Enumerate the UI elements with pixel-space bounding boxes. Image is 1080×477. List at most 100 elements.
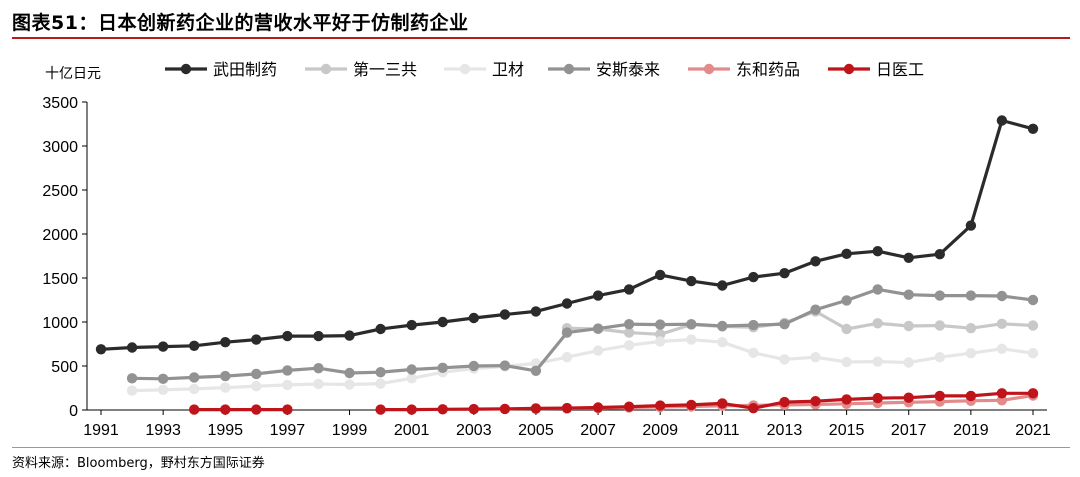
legend-item: 日医工 (828, 60, 924, 79)
data-point (872, 356, 883, 367)
data-point (189, 383, 200, 395)
series-lines (95, 115, 1039, 415)
data-point (592, 402, 604, 413)
y-tick-label: 1500 (42, 271, 78, 288)
data-point (996, 318, 1008, 329)
legend-label: 武田制药 (213, 60, 277, 79)
data-point (965, 348, 977, 359)
data-point (282, 404, 293, 415)
data-point (375, 404, 386, 415)
legend-item: 第一三共 (305, 60, 417, 79)
data-point (748, 319, 759, 331)
data-point (717, 337, 728, 348)
data-point (437, 404, 448, 415)
series-line (132, 338, 1034, 393)
data-point (251, 334, 262, 345)
data-point (717, 398, 728, 409)
legend: 武田制药 第一三共 卫材 安斯泰来 东和药品 日医工 (165, 60, 924, 79)
data-point (934, 290, 945, 301)
legend-swatch-marker (320, 63, 332, 75)
y-tick-label: 3000 (42, 139, 78, 156)
data-point (561, 352, 573, 363)
legend-label: 日医工 (876, 60, 924, 79)
data-point (686, 334, 697, 345)
data-point (344, 330, 355, 341)
legend-label: 卫材 (492, 60, 524, 79)
data-point (437, 316, 448, 328)
data-point (220, 337, 231, 348)
x-tick-label: 2021 (1015, 422, 1051, 439)
data-point (530, 306, 542, 317)
data-point (1027, 294, 1039, 306)
x-tick-label: 2011 (705, 422, 740, 439)
data-point (1027, 320, 1039, 331)
data-point (561, 402, 573, 414)
y-tick-label: 500 (51, 359, 78, 376)
data-point (655, 400, 666, 411)
data-point (530, 365, 542, 376)
data-point (189, 404, 200, 415)
data-point (282, 330, 293, 342)
data-point (468, 403, 479, 415)
data-point (810, 256, 821, 267)
series-2 (126, 334, 1039, 396)
title-rule (12, 37, 1070, 39)
data-point (903, 252, 914, 263)
data-point (1027, 348, 1039, 359)
x-tick-label: 2013 (767, 422, 803, 439)
x-tick-label: 2019 (953, 422, 989, 439)
legend-swatch-marker (703, 63, 715, 75)
x-tick-label: 1997 (270, 422, 306, 439)
x-tick-label: 2009 (642, 422, 678, 439)
data-point (872, 392, 883, 404)
y-tick-label: 1000 (42, 315, 78, 332)
source-note: 资料来源：Bloomberg，野村东方国际证券 (12, 456, 265, 471)
data-point (623, 401, 635, 412)
data-point (592, 290, 604, 301)
data-point (934, 249, 945, 260)
y-tick-label: 0 (69, 403, 78, 420)
data-point (623, 340, 635, 351)
data-point (406, 404, 417, 415)
series-5 (189, 388, 1039, 415)
data-point (220, 404, 231, 415)
data-point (996, 290, 1008, 302)
data-point (406, 364, 417, 375)
data-point (872, 318, 883, 329)
x-tick-label: 2007 (580, 422, 616, 439)
data-point (189, 372, 200, 383)
data-point (779, 268, 790, 279)
data-point (996, 388, 1008, 399)
data-point (1027, 388, 1039, 399)
data-point (251, 404, 262, 415)
data-point (189, 340, 200, 351)
data-point (623, 327, 635, 338)
data-point (375, 367, 386, 378)
x-tick-label: 2005 (518, 422, 554, 439)
data-point (157, 341, 169, 352)
data-point (499, 360, 511, 371)
data-point (468, 360, 479, 372)
series-line (100, 118, 1034, 351)
series-3 (126, 284, 1039, 384)
data-point (313, 330, 324, 342)
data-point (220, 370, 231, 382)
data-point (375, 378, 386, 389)
data-point (623, 319, 635, 330)
y-tick-label: 2000 (42, 227, 78, 244)
data-point (251, 368, 262, 380)
data-point (220, 382, 231, 393)
data-point (313, 363, 324, 374)
data-point (965, 323, 977, 334)
y-axis-label: 十亿日元 (45, 66, 101, 82)
data-point (965, 290, 977, 301)
data-point (686, 275, 697, 287)
data-point (530, 403, 542, 414)
x-tick-label: 1999 (332, 422, 368, 439)
data-point (996, 115, 1008, 126)
legend-label: 东和药品 (736, 60, 800, 79)
x-tick-label: 2015 (829, 422, 865, 439)
legend-item: 武田制药 (165, 60, 277, 79)
series-0 (95, 115, 1039, 355)
data-point (810, 352, 821, 363)
